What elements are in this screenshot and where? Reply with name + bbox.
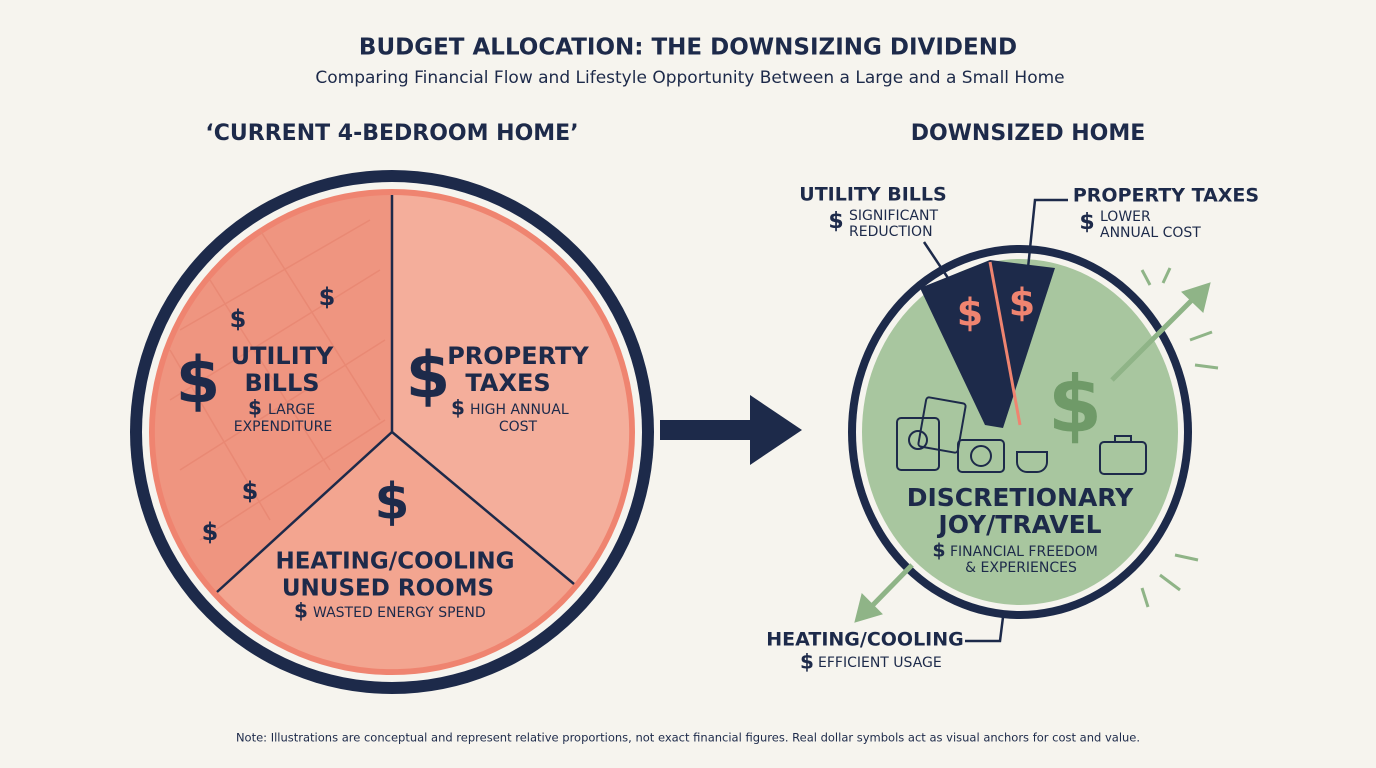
map-pattern — [169, 219, 386, 541]
downsized-home-pie: $ $ $ DISCRETIONARY JOY/TRAVEL $ FINANCI… — [848, 245, 1219, 623]
current-home-pie: $ $ $ $ $ $ $ UTILITY BILLS $ LARGE EXPE… — [130, 170, 654, 694]
dollar-icon: $ — [1048, 360, 1102, 450]
joy-slice — [862, 259, 1178, 605]
callout-title: PROPERTY TAXES — [1073, 185, 1259, 207]
callout-desc: LOWER — [1100, 209, 1151, 225]
callout-title: HEATING/COOLING — [766, 629, 964, 651]
dollar-bullet: $ — [800, 650, 814, 674]
tax-slice — [392, 194, 630, 585]
dollar-icon: $ — [202, 518, 219, 546]
dollar-bullet: $ — [451, 396, 465, 420]
title: BUDGET ALLOCATION: THE DOWNSIZING DIVIDE… — [359, 35, 1017, 61]
dividers — [216, 195, 575, 593]
heating-slice — [217, 432, 574, 670]
callout-desc: SIGNIFICANT — [849, 208, 938, 224]
segment-desc: EXPENDITURE — [234, 419, 332, 435]
dollar-bullet: $ — [1079, 210, 1094, 235]
dollar-bullet: $ — [932, 540, 945, 562]
callout-desc: EFFICIENT USAGE — [818, 655, 942, 671]
transition-arrow — [660, 395, 802, 465]
utility-slice — [154, 194, 392, 592]
callout-title: UTILITY BILLS — [799, 184, 946, 206]
travel-icons — [896, 396, 1147, 475]
dollar-icons: $ $ $ $ $ $ $ — [176, 283, 451, 546]
segment-desc: & EXPERIENCES — [965, 560, 1077, 576]
bills-wedge — [920, 260, 1055, 428]
left-title: ‘CURRENT 4-BEDROOM HOME’ — [205, 121, 578, 146]
callout-desc: ANNUAL COST — [1100, 225, 1201, 241]
segment-title: PROPERTY — [447, 342, 589, 370]
segment-title: BILLS — [244, 369, 319, 397]
segment-title: JOY/TRAVEL — [936, 510, 1101, 539]
callout-desc: REDUCTION — [849, 224, 933, 240]
dollar-icon: $ — [1009, 281, 1035, 325]
dollar-icon: $ — [375, 473, 410, 531]
subtitle: Comparing Financial Flow and Lifestyle O… — [315, 68, 1064, 88]
segment-title: TAXES — [465, 369, 550, 397]
dollar-bullet: $ — [248, 396, 262, 420]
growth-arrows — [854, 282, 1211, 623]
wedge-divider — [988, 261, 1022, 426]
segment-title: UTILITY — [231, 342, 334, 370]
dollar-icon: $ — [406, 340, 451, 414]
dollar-icon: $ — [230, 305, 247, 333]
segment-title: DISCRETIONARY — [907, 483, 1134, 512]
segment-desc: FINANCIAL FREEDOM — [950, 544, 1098, 560]
segment-desc: WASTED ENERGY SPEND — [313, 605, 486, 621]
dollar-icon: $ — [957, 291, 983, 335]
dollar-icon: $ — [176, 345, 221, 419]
dollar-bullet: $ — [294, 599, 308, 623]
right-title: DOWNSIZED HOME — [911, 121, 1146, 146]
dollar-icon: $ — [319, 283, 336, 311]
callout-lines — [922, 198, 1068, 643]
note: Note: Illustrations are conceptual and r… — [236, 731, 1140, 745]
sparkle — [1140, 267, 1219, 608]
segment-title: HEATING/COOLING — [275, 549, 514, 575]
segment-title: UNUSED ROOMS — [282, 576, 494, 602]
segment-desc: LARGE — [268, 402, 315, 418]
dollar-bullet: $ — [828, 209, 843, 234]
segment-desc: COST — [499, 419, 538, 435]
segment-desc: HIGH ANNUAL — [470, 402, 569, 418]
dollar-icon: $ — [242, 477, 259, 505]
